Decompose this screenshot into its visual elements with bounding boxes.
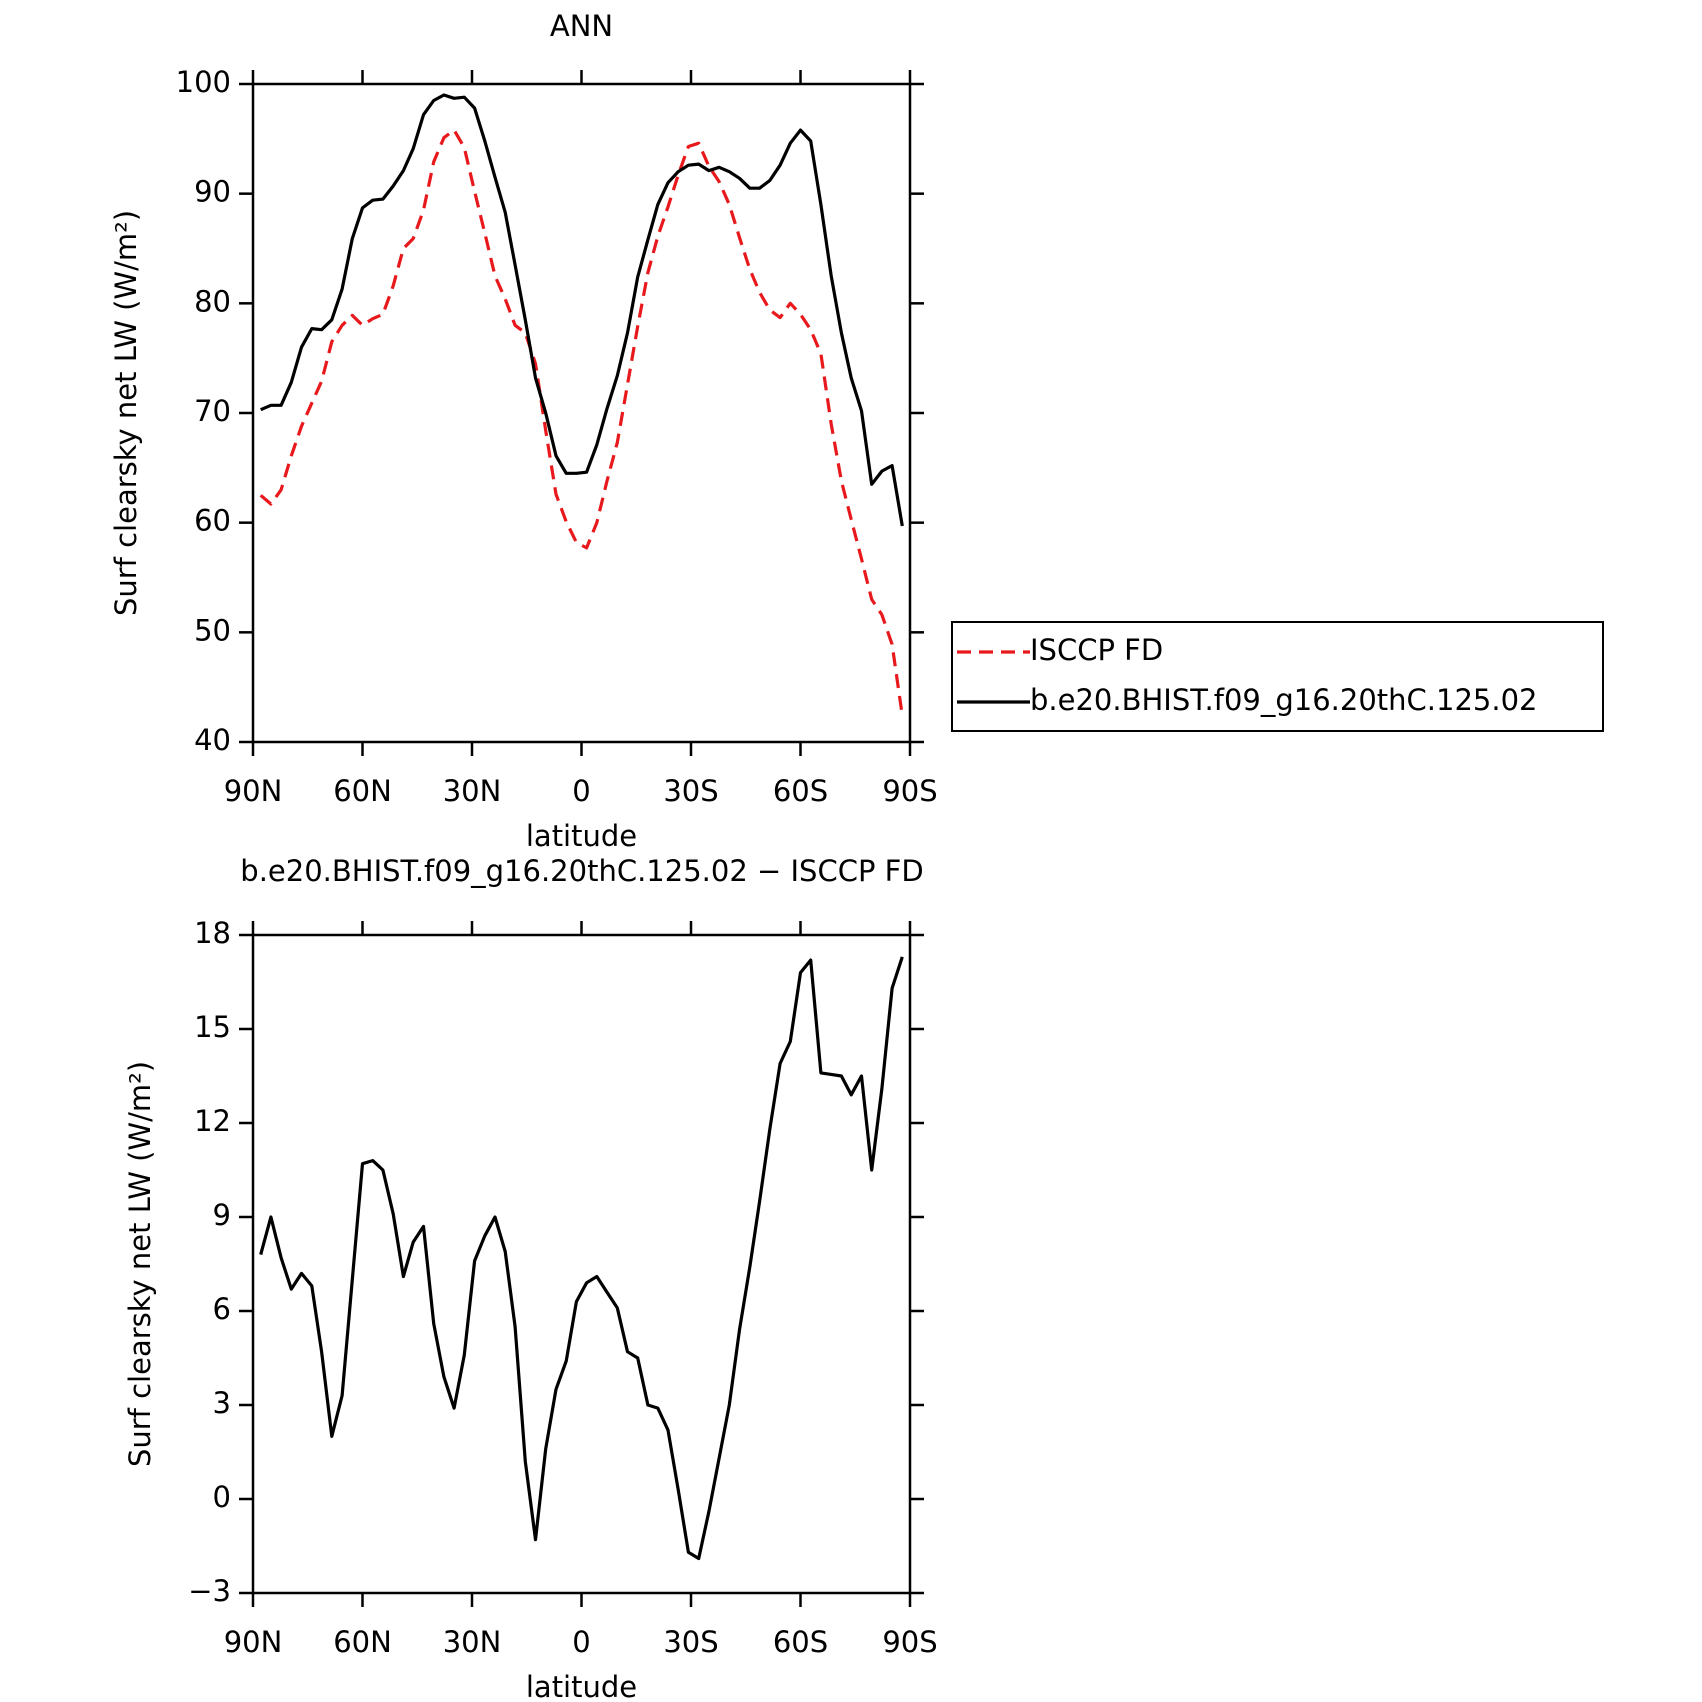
x-tick-label: 30N	[443, 1625, 502, 1659]
y-tick-label: 12	[194, 1104, 231, 1138]
data-line	[259, 956, 904, 1561]
y-tick-label: 40	[194, 723, 231, 757]
x-axis-label: latitude	[526, 1670, 637, 1702]
x-tick-label: 60N	[333, 774, 392, 808]
x-tick-label: 30S	[663, 1625, 718, 1659]
y-tick-label: 70	[194, 394, 231, 428]
x-tick-label: 60S	[773, 774, 828, 808]
y-tick-label: 80	[194, 284, 231, 318]
x-tick-label: 90S	[882, 774, 937, 808]
x-tick-label: 90S	[882, 1625, 937, 1659]
legend-label: b.e20.BHIST.f09_g16.20thC.125.02	[1030, 683, 1537, 717]
y-tick-label: 100	[176, 65, 231, 99]
legend-label: ISCCP FD	[1030, 633, 1163, 667]
x-tick-label: 0	[572, 1625, 590, 1659]
legend-box	[951, 621, 1604, 732]
x-axis-label: latitude	[526, 819, 637, 853]
y-tick-label: 50	[194, 613, 231, 647]
chart-title: b.e20.BHIST.f09_g16.20thC.125.02 − ISCCP…	[240, 854, 923, 888]
data-line	[259, 128, 904, 716]
y-tick-label: 15	[194, 1010, 231, 1044]
y-tick-label: −3	[188, 1574, 231, 1608]
x-tick-label: 0	[572, 774, 590, 808]
x-tick-label: 60N	[333, 1625, 392, 1659]
y-tick-label: 0	[213, 1480, 231, 1514]
y-tick-label: 6	[213, 1292, 231, 1326]
data-line	[260, 93, 904, 527]
x-tick-label: 90N	[224, 774, 283, 808]
x-tick-label: 30N	[443, 774, 502, 808]
y-tick-label: 18	[194, 916, 231, 950]
x-tick-label: 90N	[224, 1625, 283, 1659]
y-axis-label: Surf clearsky net LW (W/m²)	[123, 1061, 157, 1467]
x-tick-label: 60S	[773, 1625, 828, 1659]
x-tick-label: 30S	[663, 774, 718, 808]
y-tick-label: 90	[194, 175, 231, 209]
chart-title: ANN	[550, 9, 613, 43]
plot-frame	[251, 933, 912, 1595]
y-tick-label: 60	[194, 504, 231, 538]
y-tick-label: 9	[213, 1198, 231, 1232]
y-axis-label: Surf clearsky net LW (W/m²)	[109, 210, 143, 616]
y-tick-label: 3	[213, 1386, 231, 1420]
plot-frame	[251, 82, 912, 744]
